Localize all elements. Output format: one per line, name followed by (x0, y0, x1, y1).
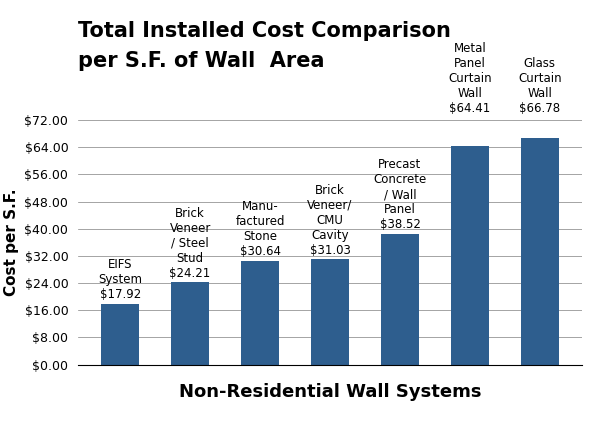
Bar (241, 260, 279, 365)
X-axis label: Non-Residential Wall Systems: Non-Residential Wall Systems (179, 383, 481, 401)
Text: Metal
Panel
Curtain
Wall
$64.41: Metal Panel Curtain Wall $64.41 (448, 42, 492, 115)
Text: Glass
Curtain
Wall
$66.78: Glass Curtain Wall $66.78 (518, 57, 562, 115)
Text: Brick
Veneer
/ Steel
Stud
$24.21: Brick Veneer / Steel Stud $24.21 (169, 207, 211, 280)
Bar (101, 304, 139, 365)
Text: per S.F. of Wall  Area: per S.F. of Wall Area (78, 51, 325, 72)
Bar (171, 282, 209, 365)
Bar (521, 138, 559, 365)
Bar (381, 234, 419, 365)
Text: Total Installed Cost Comparison: Total Installed Cost Comparison (78, 21, 451, 42)
Bar (451, 146, 489, 365)
Text: Manu-
factured
Stone
$30.64: Manu- factured Stone $30.64 (235, 200, 285, 258)
Bar (311, 259, 349, 365)
Y-axis label: Cost per S.F.: Cost per S.F. (4, 189, 19, 296)
Text: EIFS
System
$17.92: EIFS System $17.92 (98, 258, 142, 301)
Text: Precast
Concrete
/ Wall
Panel
$38.52: Precast Concrete / Wall Panel $38.52 (373, 158, 427, 231)
Text: Brick
Veneer/
CMU
Cavity
$31.03: Brick Veneer/ CMU Cavity $31.03 (307, 184, 353, 257)
